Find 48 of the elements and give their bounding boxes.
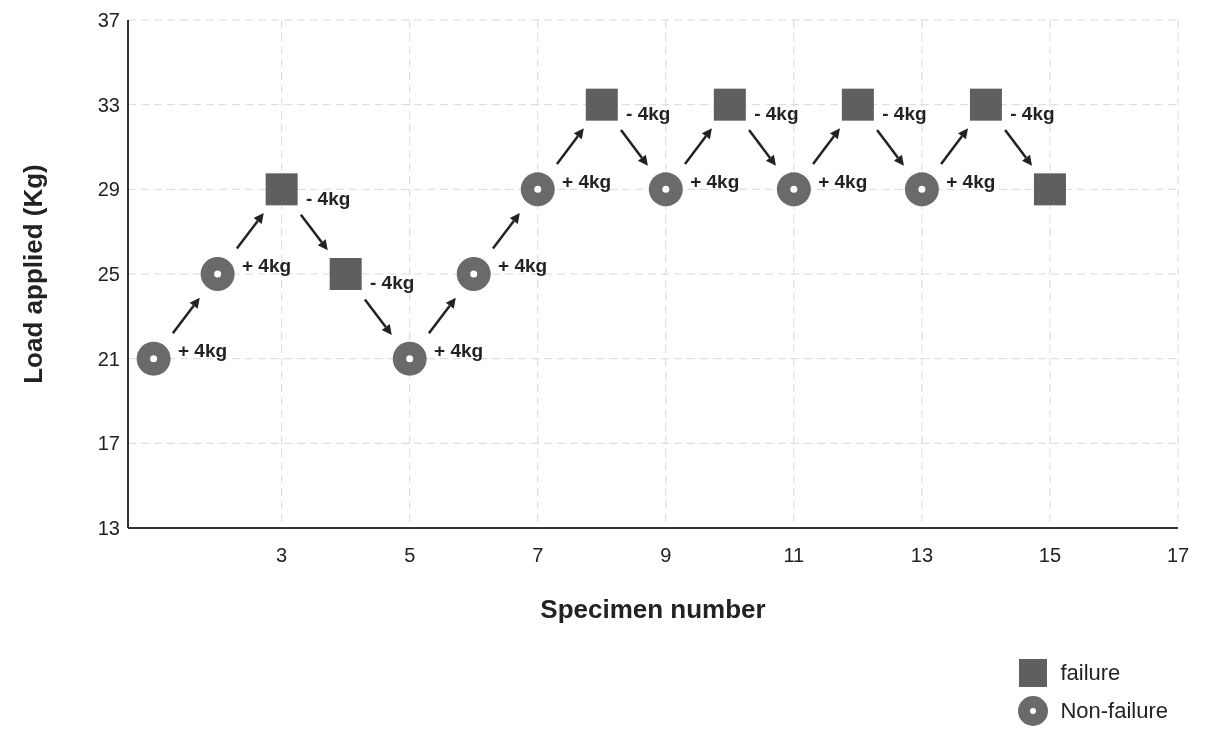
annotation: + 4kg — [177, 339, 228, 361]
point — [456, 257, 491, 291]
annotation: + 4kg — [690, 170, 740, 192]
annotation: + 4kg — [241, 255, 292, 277]
point — [904, 172, 939, 207]
annotation: - 4kg — [305, 187, 351, 209]
y-tick-label: 37 — [97, 9, 120, 32]
point — [648, 172, 683, 207]
point — [841, 88, 874, 121]
point — [585, 88, 618, 121]
x-tick-label: 13 — [910, 544, 934, 567]
x-tick-label: 15 — [1038, 544, 1062, 567]
annotation: + 4kg — [818, 170, 868, 192]
point — [200, 257, 235, 291]
point — [392, 341, 427, 376]
annotation: + 4kg — [434, 339, 484, 361]
point — [520, 172, 555, 207]
y-tick-label: 33 — [97, 93, 120, 116]
point — [265, 173, 298, 206]
annotation: + 4kg — [946, 170, 996, 192]
point — [1033, 173, 1066, 206]
point — [329, 258, 362, 290]
y-axis-title: Load applied (Kg) — [18, 164, 49, 384]
annotation: - 4kg — [882, 102, 927, 124]
y-tick-label: 29 — [97, 178, 120, 201]
legend-label: failure — [1060, 660, 1121, 686]
y-tick-label: 13 — [97, 517, 120, 540]
y-tick-label: 21 — [97, 347, 120, 370]
x-axis-title: Specimen number — [540, 594, 766, 624]
x-tick-label: 17 — [1166, 544, 1190, 567]
point — [969, 88, 1002, 121]
point — [136, 341, 171, 376]
y-tick-label: 25 — [97, 263, 120, 286]
y-tick-label: 17 — [97, 432, 120, 455]
annotation: + 4kg — [498, 255, 548, 277]
x-tick-label: 5 — [404, 544, 416, 567]
x-tick-label: 9 — [660, 544, 672, 567]
x-tick-label: 11 — [783, 544, 805, 567]
annotation: - 4kg — [754, 102, 799, 124]
legend-label: Non-failure — [1060, 698, 1168, 724]
annotation: + 4kg — [562, 170, 612, 192]
x-tick-label: 7 — [532, 544, 544, 567]
x-tick-label: 3 — [276, 544, 288, 567]
annotation: - 4kg — [1010, 102, 1055, 124]
annotation: - 4kg — [626, 102, 671, 124]
point — [776, 172, 811, 207]
annotation: - 4kg — [370, 272, 415, 294]
point — [713, 88, 746, 121]
